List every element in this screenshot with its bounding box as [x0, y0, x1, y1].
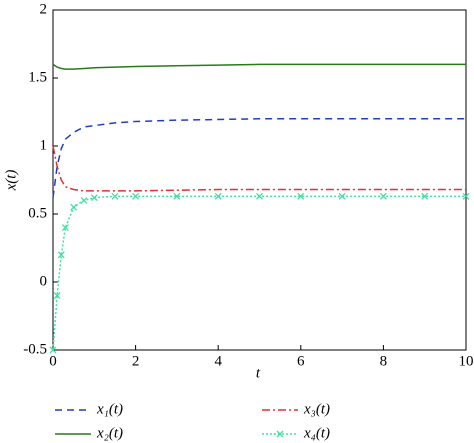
y-tick-label: 1 — [40, 137, 48, 153]
y-tick-label: 0 — [40, 273, 48, 289]
marker — [57, 251, 65, 259]
x-tick-label: 8 — [380, 353, 388, 369]
x-tick-label: 0 — [49, 353, 57, 369]
marker — [421, 192, 429, 200]
marker — [53, 292, 61, 300]
y-tick-label: -0.5 — [23, 341, 47, 357]
marker — [80, 196, 88, 204]
marker — [49, 346, 57, 354]
x-tick-label: 6 — [297, 353, 305, 369]
marker — [61, 224, 69, 232]
legend-label: x₃(t) — [303, 401, 330, 417]
x-tick-label: 4 — [214, 353, 222, 369]
legend-label: x₁(t) — [96, 401, 123, 417]
marker — [70, 203, 78, 211]
series-line — [52, 195, 466, 351]
marker — [132, 192, 140, 200]
marker — [256, 192, 263, 200]
marker — [173, 192, 181, 200]
x-axis-label: t — [256, 365, 261, 381]
legend-marker — [276, 430, 284, 438]
series-line — [52, 145, 466, 192]
plot-frame — [52, 9, 467, 351]
series-line — [52, 63, 466, 70]
marker — [214, 192, 222, 200]
marker — [90, 194, 98, 202]
y-axis-label: x(t) — [3, 170, 19, 192]
x-tick-label: 10 — [459, 353, 474, 369]
marker — [379, 192, 387, 200]
marker — [338, 192, 346, 200]
y-tick-label: 2 — [40, 1, 48, 17]
y-tick-label: 0.5 — [28, 205, 47, 221]
legend-label: x₄(t) — [303, 425, 330, 441]
series-line — [52, 118, 466, 198]
y-tick-label: 1.5 — [28, 69, 47, 85]
marker — [462, 192, 470, 200]
x-tick-label: 2 — [132, 353, 140, 369]
marker — [297, 192, 305, 200]
legend-label: x₂(t) — [96, 425, 123, 441]
marker — [111, 192, 119, 200]
